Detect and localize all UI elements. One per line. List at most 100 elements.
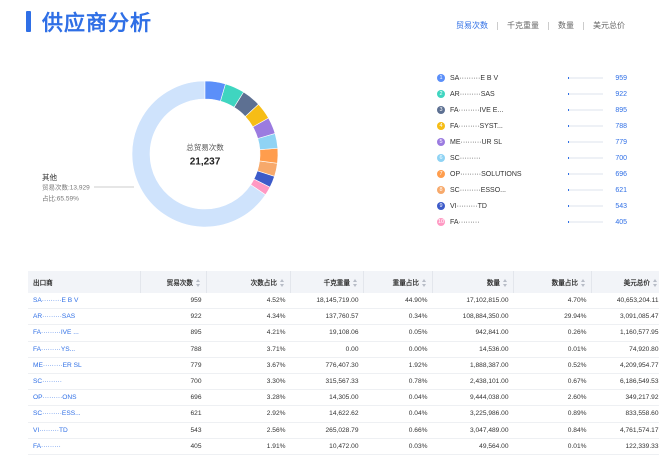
legend-row: 2 AR·········SAS 922 [437, 86, 627, 102]
sort-icon[interactable] [503, 279, 508, 288]
supplier-name: FA·········SYST... [450, 122, 503, 130]
tab[interactable]: 贸易次数 [456, 21, 488, 30]
supplier-link[interactable]: FA·········YS... [28, 341, 141, 358]
cell: 700 [140, 373, 207, 391]
tab[interactable]: 美元总价 [593, 21, 625, 30]
value: 788 [615, 122, 627, 130]
table-row: FA········· 405 1.91% 10,472.00 0.03% 49,564.… [28, 438, 659, 455]
cell: 3,091,085.47 [591, 308, 659, 326]
column-header[interactable]: 数量 [432, 271, 514, 293]
share-bar [567, 189, 569, 191]
sort-icon[interactable] [422, 279, 427, 288]
bar-track [567, 189, 604, 191]
legend-row: 4 FA·········SYST... 788 [437, 118, 627, 134]
column-header[interactable]: 数量占比 [513, 271, 592, 293]
title-accent [26, 11, 31, 32]
cell: 0.84% [513, 422, 592, 439]
legend-row: 7 OP·········SOLUTIONS 696 [437, 166, 627, 182]
column-header[interactable]: 千克重量 [290, 271, 364, 293]
cell: 2.92% [206, 405, 291, 423]
rank-badge: 10 [437, 218, 445, 226]
other-share: 占比:65.59% [42, 194, 79, 203]
supplier-name: FA········· [450, 218, 480, 226]
sort-icon[interactable] [653, 279, 658, 288]
cell: 0.78% [363, 373, 433, 391]
legend-row: 10 FA········· 405 [437, 214, 627, 230]
supplier-link[interactable]: VI·········TD [28, 422, 141, 439]
cell: 29.94% [513, 308, 592, 326]
rank-badge: 2 [437, 90, 445, 98]
bar-track [567, 77, 604, 79]
rank-badge: 3 [437, 106, 445, 114]
cell: 942,841.00 [432, 324, 514, 342]
supplier-link[interactable]: ME·········ER SL [28, 357, 141, 374]
supplier-link[interactable]: SC·········ESS... [28, 405, 141, 423]
value: 696 [615, 170, 627, 178]
cell: 788 [140, 341, 207, 358]
table-row: OP·········ONS 696 3.28% 14,305.00 0.04% 9,44… [28, 389, 659, 407]
legend-row: 8 SC·········ESSO... 621 [437, 182, 627, 198]
tab[interactable]: 数量 [558, 21, 574, 30]
cell: 0.66% [363, 422, 433, 439]
supplier-link[interactable]: OP·········ONS [28, 389, 141, 407]
cell: 1.91% [206, 438, 291, 455]
donut-slice [256, 160, 278, 177]
sort-icon[interactable] [581, 279, 586, 288]
cell: 3,225,986.00 [432, 405, 514, 423]
sort-icon[interactable] [196, 279, 201, 288]
supplier-link[interactable]: FA·········IVE ... [28, 324, 141, 342]
table-row: FA·········YS... 788 3.71% 0.00 0.00% 14,536.… [28, 341, 659, 358]
cell: 4.70% [513, 293, 592, 310]
sort-icon[interactable] [353, 279, 358, 288]
supplier-link[interactable]: AR·········SAS [28, 308, 141, 326]
donut-slice [233, 91, 259, 117]
cell: 19,108.06 [290, 324, 364, 342]
table-body: SA·········E B V 959 4.52% 18,145,719.00 44.… [28, 293, 659, 455]
tab-bar: 贸易次数 千克重量 数量 美元总价 [456, 20, 625, 31]
column-title: 数量占比 [551, 279, 578, 287]
sort-icon[interactable] [280, 279, 285, 288]
donut-chart: 其他 贸易次数:13,929 占比:65.59% 总贸易次数 21,237 [42, 80, 279, 228]
supplier-link[interactable]: SC········· [28, 373, 141, 391]
donut-slice [250, 178, 271, 196]
bar-track [567, 93, 604, 95]
supplier-link[interactable]: FA········· [28, 438, 141, 455]
bar-track [567, 221, 604, 223]
column-header[interactable]: 次数占比 [206, 271, 291, 293]
cell: 3.67% [206, 357, 291, 374]
cell: 0.00 [290, 341, 364, 358]
cell: 0.03% [363, 438, 433, 455]
share-bar [567, 205, 569, 207]
supplier-name: OP·········SOLUTIONS [450, 170, 522, 178]
cell: 0.52% [513, 357, 592, 374]
column-header[interactable]: 美元总价 [591, 271, 659, 293]
cell: 137,760.57 [290, 308, 364, 326]
cell: 922 [140, 308, 207, 326]
cell: 2.56% [206, 422, 291, 439]
tab-separator [497, 21, 498, 30]
donut-slice [131, 80, 267, 228]
cell: 18,145,719.00 [290, 293, 364, 310]
cell: 0.04% [363, 389, 433, 407]
cell: 779 [140, 357, 207, 374]
column-title: 出口商 [33, 280, 53, 287]
other-name: 其他 [42, 172, 57, 182]
cell: 349,217.92 [591, 389, 659, 407]
cell: 0.89% [513, 405, 592, 423]
cell: 0.05% [363, 324, 433, 342]
legend-row: 3 FA·········IVE E... 895 [437, 102, 627, 118]
supplier-link[interactable]: SA·········E B V [28, 293, 141, 310]
bar-track [567, 157, 604, 159]
column-header[interactable]: 贸易次数 [140, 271, 207, 293]
cell: 315,567.33 [290, 373, 364, 391]
cell: 696 [140, 389, 207, 407]
table-row: FA·········IVE ... 895 4.21% 19,108.06 0.05%… [28, 324, 659, 342]
cell: 1.92% [363, 357, 433, 374]
tab[interactable]: 千克重量 [507, 21, 539, 30]
cell: 4,209,954.77 [591, 357, 659, 374]
column-header[interactable]: 重量占比 [363, 271, 433, 293]
cell: 6,186,549.53 [591, 373, 659, 391]
cell: 17,102,815.00 [432, 293, 514, 310]
legend-row: 6 SC········· 700 [437, 150, 627, 166]
